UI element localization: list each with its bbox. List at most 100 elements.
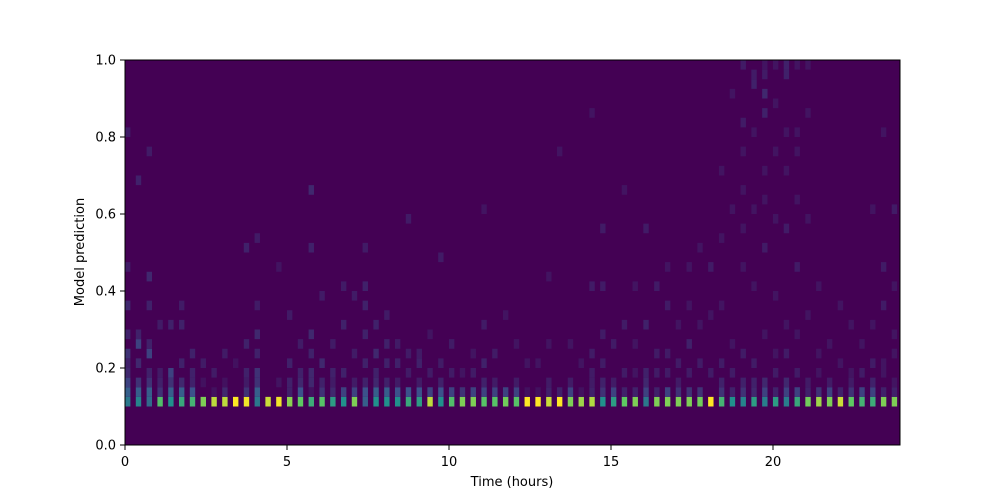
heatmap-cell <box>254 300 260 311</box>
heatmap-cell <box>578 387 584 397</box>
heatmap-cell <box>848 396 854 407</box>
heatmap-cell <box>178 300 185 311</box>
heatmap-cell <box>362 387 368 397</box>
heatmap-cell <box>729 204 736 214</box>
heatmap-cell <box>740 223 746 234</box>
heatmap-cell <box>643 377 649 388</box>
heatmap-cell <box>308 185 314 195</box>
heatmap-cell <box>286 387 293 397</box>
heatmap-cell <box>664 300 671 311</box>
heatmap-cell <box>740 387 746 397</box>
heatmap-cell <box>805 108 811 118</box>
heatmap-cell <box>762 165 768 176</box>
heatmap-cell <box>567 339 574 349</box>
heatmap-cell <box>718 377 725 388</box>
heatmap-cell <box>762 377 768 388</box>
heatmap-cell <box>826 339 833 349</box>
heatmap-cell <box>340 396 347 407</box>
heatmap-cell <box>427 387 433 397</box>
heatmap-cell <box>880 368 887 378</box>
heatmap-cell <box>708 396 714 407</box>
heatmap-cell <box>297 396 304 407</box>
heatmap-cell <box>654 387 660 397</box>
heatmap-cell <box>125 358 131 368</box>
heatmap-cell <box>805 60 811 70</box>
heatmap-cell <box>848 387 854 397</box>
heatmap-cell <box>362 358 368 368</box>
heatmap-cell <box>794 368 800 378</box>
heatmap-cell <box>589 377 595 388</box>
heatmap-cell <box>535 387 541 397</box>
heatmap-cell <box>157 396 163 407</box>
heatmap-cell <box>870 396 876 407</box>
heatmap-cell <box>794 387 800 397</box>
heatmap-cell <box>319 387 325 397</box>
heatmap-cell <box>168 368 174 378</box>
heatmap-cell <box>276 262 282 272</box>
heatmap-cell <box>405 214 412 224</box>
heatmap-cell <box>783 127 790 137</box>
heatmap-cell <box>351 377 358 388</box>
heatmap-cell <box>805 396 811 407</box>
heatmap-cell <box>481 377 487 388</box>
heatmap-cell <box>394 396 401 407</box>
heatmap-cell <box>222 348 228 359</box>
heatmap-cell <box>546 271 552 282</box>
heatmap-cell <box>880 396 887 407</box>
heatmap-cell <box>470 387 476 397</box>
heatmap-cell <box>772 396 779 407</box>
x-tick-label: 5 <box>283 455 291 470</box>
x-tick-label: 15 <box>603 455 620 470</box>
heatmap-cell <box>783 387 790 397</box>
heatmap-cell <box>330 387 336 397</box>
heatmap-cell <box>146 146 152 157</box>
heatmap-cell <box>848 377 854 388</box>
heatmap-cell <box>772 146 779 157</box>
heatmap-cell <box>805 310 811 320</box>
heatmap-cell <box>394 377 401 388</box>
heatmap-cell <box>600 358 606 368</box>
heatmap-cell <box>211 368 217 378</box>
heatmap-cell <box>135 175 142 186</box>
heatmap-cell <box>492 396 498 407</box>
heatmap-cell <box>751 377 757 388</box>
heatmap-cell <box>524 387 530 397</box>
heatmap-cell <box>200 377 206 388</box>
heatmap-cell <box>178 319 185 330</box>
heatmap-cell <box>535 358 541 368</box>
heatmap-cell <box>664 262 671 272</box>
heatmap-cell <box>125 377 131 388</box>
heatmap-cell <box>286 396 293 407</box>
heatmap-cell <box>297 377 304 388</box>
heatmap-cell <box>891 281 898 291</box>
heatmap-cell <box>708 262 714 272</box>
heatmap-cell <box>643 223 649 234</box>
heatmap-cell <box>438 387 444 397</box>
heatmap-cell <box>621 319 628 330</box>
heatmap-cell <box>783 69 790 80</box>
heatmap-cell <box>632 339 638 349</box>
heatmap-cell <box>513 377 520 388</box>
heatmap-cell <box>146 377 152 388</box>
heatmap-cell <box>816 396 822 407</box>
heatmap-cell <box>492 377 498 388</box>
heatmap-cell <box>189 348 196 359</box>
heatmap-cell <box>178 387 185 397</box>
heatmap-cell <box>135 387 142 397</box>
heatmap-cell <box>308 329 314 340</box>
heatmap-cell <box>286 358 293 368</box>
heatmap-cell <box>243 377 250 388</box>
heatmap-cell <box>405 368 412 378</box>
heatmap-cell <box>837 396 844 407</box>
heatmap-cell <box>189 377 196 388</box>
heatmap-cell <box>546 377 552 388</box>
heatmap-cell <box>891 204 898 214</box>
heatmap-cell <box>675 387 682 397</box>
heatmap-cell <box>146 348 152 359</box>
heatmap-cell <box>794 194 800 205</box>
heatmap-cell <box>178 358 185 368</box>
heatmap-cell <box>762 60 768 70</box>
heatmap-cell <box>330 339 336 349</box>
heatmap-cell <box>632 281 638 291</box>
